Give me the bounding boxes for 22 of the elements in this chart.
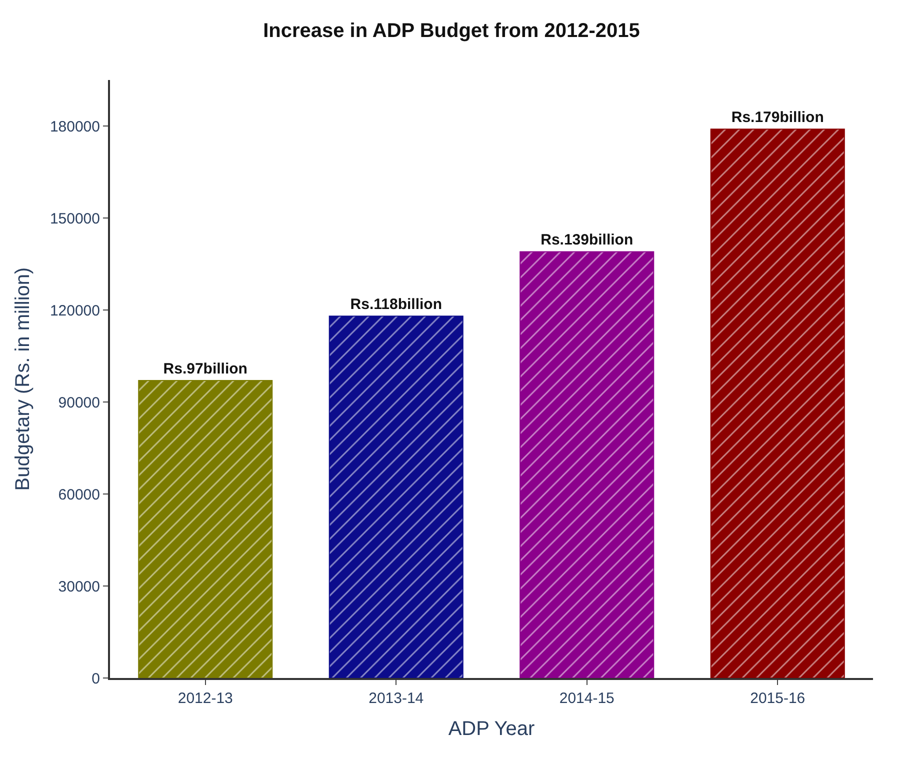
y-tick-label: 90000: [58, 394, 100, 412]
data-label: Rs.118billion: [350, 296, 442, 314]
chart-title: Increase in ADP Budget from 2012-2015: [263, 20, 640, 42]
y-tick-label: 60000: [58, 486, 100, 504]
bar: [138, 380, 273, 678]
data-label: Rs.97billion: [163, 360, 248, 378]
y-tick-label: 0: [92, 670, 100, 688]
bar: [328, 316, 464, 678]
x-axis-title: ADP Year: [448, 718, 536, 740]
x-tick-label: 2015-16: [750, 690, 806, 707]
data-label: Rs.179billion: [731, 109, 824, 126]
x-tick-label: 2012-13: [178, 690, 233, 707]
data-label: Rs.139billion: [540, 232, 634, 249]
y-tick-label: 150000: [50, 210, 100, 228]
bar: [520, 251, 654, 678]
x-tick-label: 2013-14: [368, 690, 424, 707]
y-tick-label: 120000: [50, 302, 100, 320]
y-axis-title: Budgetary (Rs. in million): [12, 267, 34, 491]
y-tick-label: 30000: [58, 578, 100, 596]
x-tick-label: 2014-15: [559, 690, 614, 707]
y-tick-label: 180000: [50, 118, 100, 136]
bar: [710, 128, 845, 678]
